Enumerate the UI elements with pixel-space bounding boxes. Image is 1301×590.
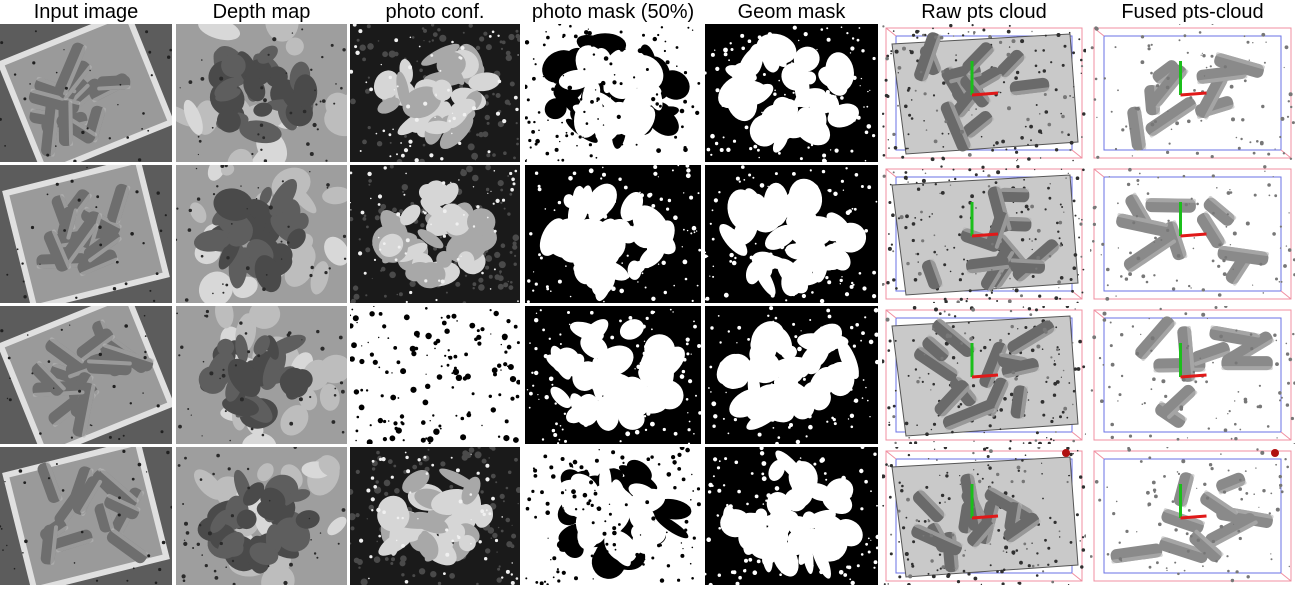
point-cloud-thumbnail xyxy=(882,306,1086,444)
point-cloud-thumbnail xyxy=(1090,165,1295,303)
binary-mask-thumbnail xyxy=(705,165,878,303)
depth-map-thumbnail xyxy=(176,165,347,303)
point-cloud-thumbnail xyxy=(882,24,1086,162)
binary-mask-thumbnail xyxy=(525,447,701,585)
confidence-map-thumbnail xyxy=(350,165,520,303)
binary-mask-thumbnail xyxy=(705,24,878,162)
column-header: Fused pts-cloud xyxy=(1121,1,1264,23)
point-cloud-thumbnail xyxy=(1090,306,1295,444)
column-header: Raw pts cloud xyxy=(921,1,1047,23)
column-header: photo conf. xyxy=(385,1,485,23)
point-cloud-thumbnail xyxy=(1090,447,1295,585)
point-cloud-thumbnail xyxy=(882,447,1086,585)
binary-mask-thumbnail xyxy=(705,447,878,585)
confidence-map-thumbnail xyxy=(350,24,520,162)
column-header: Depth map xyxy=(212,1,311,23)
depth-map-thumbnail xyxy=(176,447,347,585)
depth-map-thumbnail xyxy=(176,306,347,444)
point-cloud-thumbnail xyxy=(882,165,1086,303)
depth-map-thumbnail xyxy=(176,24,347,162)
binary-mask-thumbnail xyxy=(525,306,701,444)
confidence-map-thumbnail xyxy=(350,306,520,444)
binary-mask-thumbnail xyxy=(525,24,701,162)
photo-thumbnail xyxy=(0,306,172,444)
binary-mask-thumbnail xyxy=(525,165,701,303)
photo-thumbnail xyxy=(0,24,172,162)
photo-thumbnail xyxy=(0,447,172,585)
column-header: Geom mask xyxy=(737,1,846,23)
column-header: Input image xyxy=(33,1,139,23)
column-header: photo mask (50%) xyxy=(531,1,695,23)
binary-mask-thumbnail xyxy=(705,306,878,444)
point-cloud-thumbnail xyxy=(1090,24,1295,162)
confidence-map-thumbnail xyxy=(350,447,520,585)
photo-thumbnail xyxy=(0,165,172,303)
